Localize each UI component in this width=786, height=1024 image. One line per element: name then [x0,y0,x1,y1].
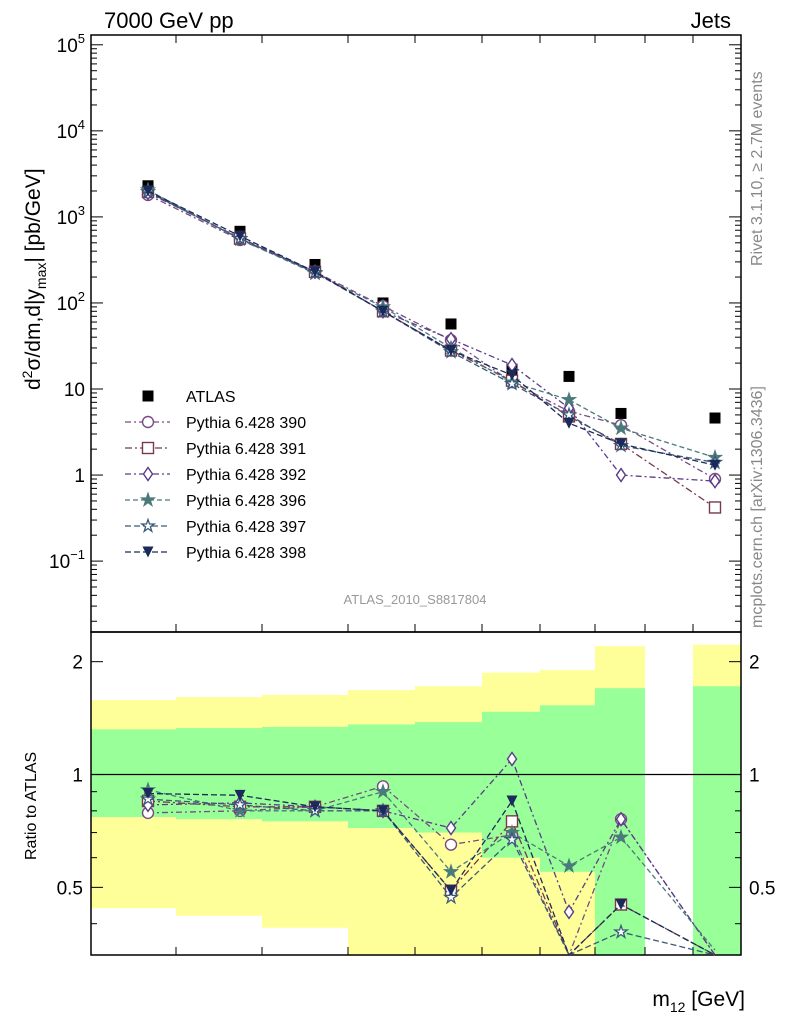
y-tick-label: 102 [57,289,85,315]
series-line-ratio [147,757,716,956]
data-point-ratio [506,751,518,767]
legend-marker [141,415,155,429]
y-tick-label: 104 [57,117,85,143]
data-point-main [309,266,321,278]
data-point-ratio [442,888,460,905]
legend-entry: Pythia 6.428 391 [125,441,306,458]
data-point-ratio [612,923,630,939]
series-line-main [147,194,716,480]
ratio-tick-label-left: 2 [72,653,83,674]
data-point-main [615,467,627,483]
legend-marker [142,466,154,482]
header-left-label: 7000 GeV pp [104,8,234,33]
data-point-ratio [377,805,389,817]
data-point-ratio [234,789,246,801]
data-point-ratio [231,802,249,818]
legend-label: Pythia 6.428 391 [186,441,306,458]
legend-entry: Pythia 6.428 396 [125,491,306,510]
data-point-ratio [142,787,154,799]
data-point-main [615,407,627,419]
y-tick-label: 10−1 [49,547,85,573]
legend-marker [141,441,155,455]
data-point-ratio [560,857,578,873]
y-axis-ratio-label: Ratio to ATLAS [23,752,40,860]
data-point-ratio [563,904,575,920]
legend-label: Pythia 6.428 392 [186,467,306,484]
series-line-ratio [147,792,716,957]
ratio-tick-label-right: 0.5 [749,878,775,899]
y-tick-label: 10 [64,380,85,401]
data-point-main [612,419,630,436]
data-point-main [234,230,246,242]
data-point-main [503,375,521,391]
data-point-main [709,412,721,424]
legend-label: ATLAS [186,389,236,406]
main-panel: 10−1 1 10 102 103 104 105 [49,31,742,633]
data-point-ratio [309,801,321,813]
y-tick-label: 103 [57,203,85,229]
data-point-main [563,370,575,382]
x-axis-label: m12 [GeV] [652,988,745,1015]
svg-text:d2σ/dm,d|ymax| [pb/GeV]: d2σ/dm,d|ymax| [pb/GeV] [19,168,49,390]
ratio-tick-label-right: 2 [749,653,760,674]
data-point-ratio [231,796,249,812]
data-point-ratio [374,783,392,799]
data-point-main [563,417,575,429]
legend-entry: Pythia 6.428 397 [125,517,306,536]
main-frame [90,34,742,633]
y-axis-main-label: d2σ/dm,d|ymax| [pb/GeV] [19,168,49,390]
legend-marker [139,491,157,507]
data-point-main [445,345,457,357]
legend-label: Pythia 6.428 396 [186,493,306,510]
data-point-ratio [445,820,457,836]
series-line-main [147,191,716,509]
rivet-label: Rivet 3.1.10, ≥ 2.7M events [749,71,766,266]
legend-label: Pythia 6.428 397 [186,519,306,536]
data-point-ratio [445,885,457,897]
svg-text:m12 [GeV]: m12 [GeV] [652,988,745,1015]
analysis-watermark: ATLAS_2010_S8817804 [344,592,487,607]
legend-entry: Pythia 6.428 390 [125,415,306,432]
data-point-main [709,473,721,489]
data-point-ratio [615,811,627,827]
y-tick-label: 1 [74,466,85,487]
data-point-ratio [615,899,627,911]
ratio-frame [90,631,742,956]
legend-entry: ATLAS [142,389,236,406]
ratio-panel: 0.5 1 2 0.5 1 2 [57,631,775,957]
data-point-main [560,406,578,422]
data-point-main [708,501,722,514]
data-point-main [560,391,578,407]
data-point-main [506,369,518,381]
ratio-tick-label-left: 0.5 [57,878,83,899]
data-point-ratio [442,863,460,879]
green-band [540,705,595,872]
legend-marker [139,517,157,533]
legend-label: Pythia 6.428 390 [186,415,306,432]
mcplots-label: mcplots.cern.ch [arXiv:1306.3436] [749,386,766,628]
data-point-ratio [444,838,458,851]
header-right-label: Jets [691,8,731,33]
data-point-main [709,459,721,471]
data-point-ratio [503,831,521,847]
legend: ATLAS Pythia 6.428 390 Pythia 6.428 391 Pyt… [125,389,306,562]
ratio-tick-label-right: 1 [749,766,760,787]
legend-marker [142,390,154,402]
ratio-tick-label-left: 1 [72,766,83,787]
legend-label: Pythia 6.428 398 [186,545,306,562]
green-band [693,686,741,955]
green-band [91,729,176,818]
data-point-main [377,305,389,317]
data-point-ratio [612,828,630,845]
data-point-main [445,318,457,330]
legend-entry: Pythia 6.428 392 [125,466,306,484]
legend-entry: Pythia 6.428 398 [125,545,306,562]
y-tick-label: 105 [57,31,85,57]
data-point-ratio [506,795,518,807]
data-point-main [615,438,627,450]
data-point-main [142,185,154,197]
legend-marker [142,546,154,558]
green-band [415,722,482,833]
